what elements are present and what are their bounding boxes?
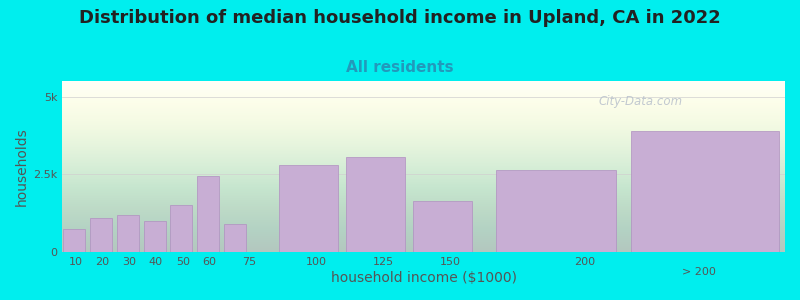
Text: Distribution of median household income in Upland, CA in 2022: Distribution of median household income … xyxy=(79,9,721,27)
Bar xyxy=(413,201,472,252)
Text: All residents: All residents xyxy=(346,60,454,75)
Bar xyxy=(224,224,246,252)
Text: City-Data.com: City-Data.com xyxy=(598,95,682,108)
Y-axis label: households: households xyxy=(15,127,29,206)
Bar xyxy=(117,215,139,252)
Bar xyxy=(346,157,405,252)
Bar xyxy=(496,169,617,252)
Bar xyxy=(143,221,166,252)
Bar xyxy=(90,218,112,252)
Bar xyxy=(197,176,219,252)
Bar xyxy=(279,165,338,252)
Text: > 200: > 200 xyxy=(682,267,716,277)
X-axis label: household income ($1000): household income ($1000) xyxy=(330,271,517,285)
Bar xyxy=(170,205,193,252)
Bar xyxy=(63,229,86,252)
Bar xyxy=(631,131,778,252)
